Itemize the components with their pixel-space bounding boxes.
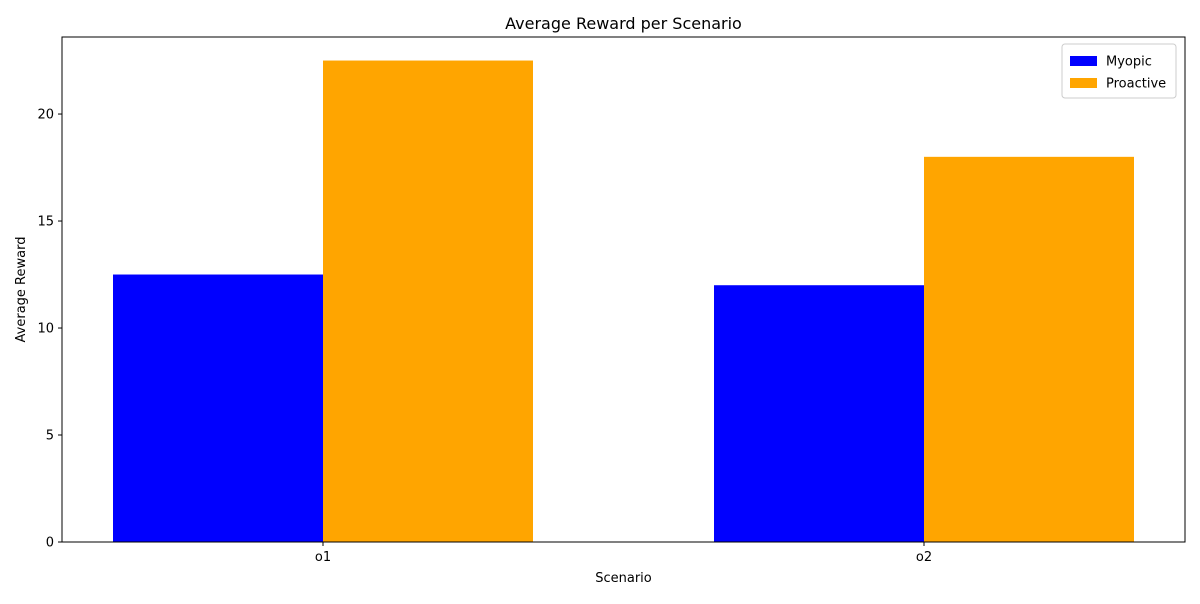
bar-proactive-o2 xyxy=(924,156,1134,542)
legend-swatch-myopic xyxy=(1070,56,1097,66)
legend-label-proactive: Proactive xyxy=(1106,77,1166,92)
y-axis-label: Average Reward xyxy=(14,237,29,343)
y-axis-ticks: 0 5 10 15 20 xyxy=(37,108,62,551)
legend-label-myopic: Myopic xyxy=(1106,55,1152,70)
x-tick-label: o2 xyxy=(916,550,932,565)
y-tick-label: 20 xyxy=(37,108,54,123)
x-axis-label: Scenario xyxy=(595,571,652,586)
y-tick-label: 0 xyxy=(46,536,54,551)
chart-title: Average Reward per Scenario xyxy=(505,14,742,33)
y-tick-label: 5 xyxy=(46,429,54,444)
bar-myopic-o2 xyxy=(714,285,924,542)
legend-swatch-proactive xyxy=(1070,78,1097,88)
bar-myopic-o1 xyxy=(113,274,323,542)
y-tick-label: 10 xyxy=(37,322,54,337)
plot-frame xyxy=(61,36,1186,543)
x-tick-label: o1 xyxy=(315,550,331,565)
legend: Myopic Proactive xyxy=(1061,43,1177,99)
bars-group xyxy=(113,60,1134,542)
x-axis-ticks: o1 o2 xyxy=(315,542,932,565)
y-tick-label: 15 xyxy=(37,215,54,230)
bar-proactive-o1 xyxy=(323,60,533,542)
